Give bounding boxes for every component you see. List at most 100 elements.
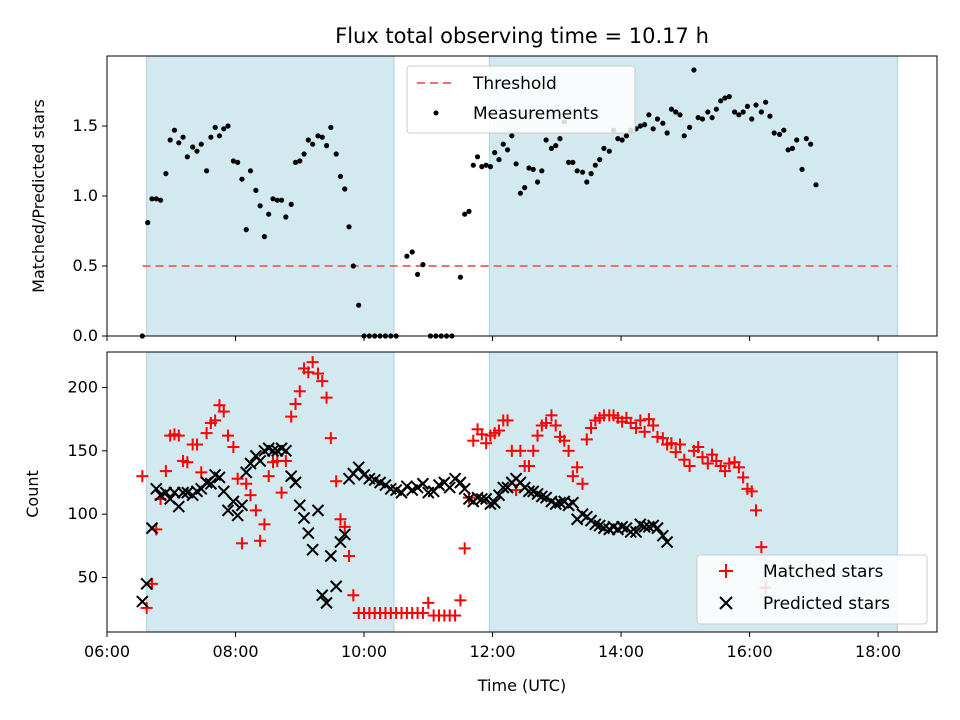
bottom-axes-frame: [106, 351, 938, 633]
matched-star-point: [258, 518, 271, 531]
measurement-point: [691, 67, 697, 73]
measurement-point: [198, 141, 204, 147]
predicted-star-point: [660, 535, 674, 549]
matched-star-point: [522, 460, 535, 473]
predicted-star-point: [284, 469, 298, 483]
predicted-star-point: [293, 499, 306, 512]
legend-matched-label: Matched stars: [763, 562, 883, 582]
matched-star-point: [701, 457, 714, 470]
matched-star-point: [227, 441, 240, 454]
measurement-point: [243, 227, 249, 233]
measurement-point: [664, 130, 670, 136]
measurement-point: [726, 94, 732, 100]
measurement-point: [487, 164, 494, 170]
matched-star-point: [279, 454, 292, 467]
measurement-point: [288, 201, 294, 207]
matched-star-point: [159, 465, 172, 478]
measurement-point: [722, 95, 728, 101]
x-tick-label: 16:00: [727, 642, 773, 661]
measurement-point: [194, 148, 200, 154]
measurement-point: [414, 271, 421, 277]
predicted-star-point: [213, 471, 226, 484]
predicted-star-point: [624, 525, 637, 539]
measurement-point: [157, 197, 164, 203]
measurement-point: [171, 127, 178, 133]
matched-star-point: [343, 549, 356, 562]
measurement-point: [681, 133, 687, 139]
predicted-star-point: [253, 454, 267, 468]
measurement-point: [522, 185, 528, 191]
matched-star-point: [209, 414, 222, 427]
predicted-star-point: [324, 549, 338, 563]
measurement-point: [705, 109, 711, 115]
measurement-point: [557, 136, 563, 142]
measurement-point: [615, 136, 621, 142]
measurement-point: [753, 102, 759, 108]
matched-star-point: [320, 391, 333, 404]
top-legend: Threshold Measurements: [406, 65, 636, 134]
measurement-point: [333, 151, 339, 157]
matched-star-point: [683, 460, 696, 473]
measurement-point: [579, 169, 586, 175]
measurement-point: [470, 162, 476, 168]
matched-star-point: [249, 504, 262, 517]
predicted-star-point: [289, 476, 302, 489]
predicted-star-point: [458, 482, 471, 496]
matched-star-point: [678, 453, 691, 466]
measurement-point: [163, 171, 169, 177]
matched-star-point: [254, 534, 267, 547]
matched-star-point: [458, 542, 471, 555]
bottom-y-tick-label: 50: [78, 568, 98, 587]
matched-star-point: [293, 385, 306, 398]
measurement-point: [623, 133, 630, 139]
measurement-point: [270, 196, 276, 202]
measurement-point: [736, 112, 742, 118]
measurement-point: [462, 211, 468, 217]
measurement-point: [310, 141, 316, 147]
matched-star-point: [696, 451, 709, 464]
measurement-point: [153, 196, 159, 202]
measurement-point: [601, 145, 607, 151]
predicted-star-point: [145, 521, 159, 535]
measurement-point: [808, 141, 814, 147]
measurement-point: [253, 187, 259, 193]
measurement-point: [221, 126, 227, 132]
measurement-point: [695, 115, 701, 121]
measurement-point: [420, 262, 426, 268]
predicted-star-point: [416, 477, 430, 490]
top-panel: 0.0 0.5 1.0 1.5 Flux total observing time =…: [29, 24, 938, 345]
matched-star-point: [190, 438, 203, 451]
legend-threshold-label: Threshold: [472, 74, 557, 94]
predicted-star-point: [329, 580, 343, 593]
predicted-star-point: [140, 577, 153, 591]
matched-star-point: [514, 444, 527, 457]
matched-star-point: [750, 504, 763, 517]
matched-star-point: [531, 429, 544, 442]
predicted-star-point: [400, 480, 414, 493]
predicted-star-point: [589, 518, 602, 531]
measurement-point: [646, 112, 652, 118]
measurement-point: [208, 134, 214, 140]
matched-star-point: [501, 414, 514, 427]
predicted-star-point: [566, 496, 580, 509]
matched-star-point: [673, 438, 686, 451]
measurement-point: [274, 197, 280, 203]
measurement-point: [673, 109, 679, 115]
measurement-point: [699, 116, 706, 122]
measurement-point: [543, 137, 549, 143]
matched-star-point: [540, 416, 553, 429]
matched-star-point: [665, 437, 678, 450]
measurement-point: [239, 176, 245, 182]
matched-star-point: [576, 477, 589, 490]
measurement-point: [342, 186, 348, 192]
matched-star-point: [492, 424, 505, 437]
measurement-point: [650, 126, 656, 132]
matched-star-point: [217, 405, 230, 418]
matched-star-point: [262, 470, 275, 483]
predicted-star-point: [297, 511, 311, 525]
predicted-star-point: [227, 495, 240, 508]
matched-star-point: [172, 429, 185, 442]
bottom-y-axis-label: Count: [23, 470, 42, 518]
measurement-point: [328, 124, 334, 130]
measurement-point: [718, 98, 724, 104]
